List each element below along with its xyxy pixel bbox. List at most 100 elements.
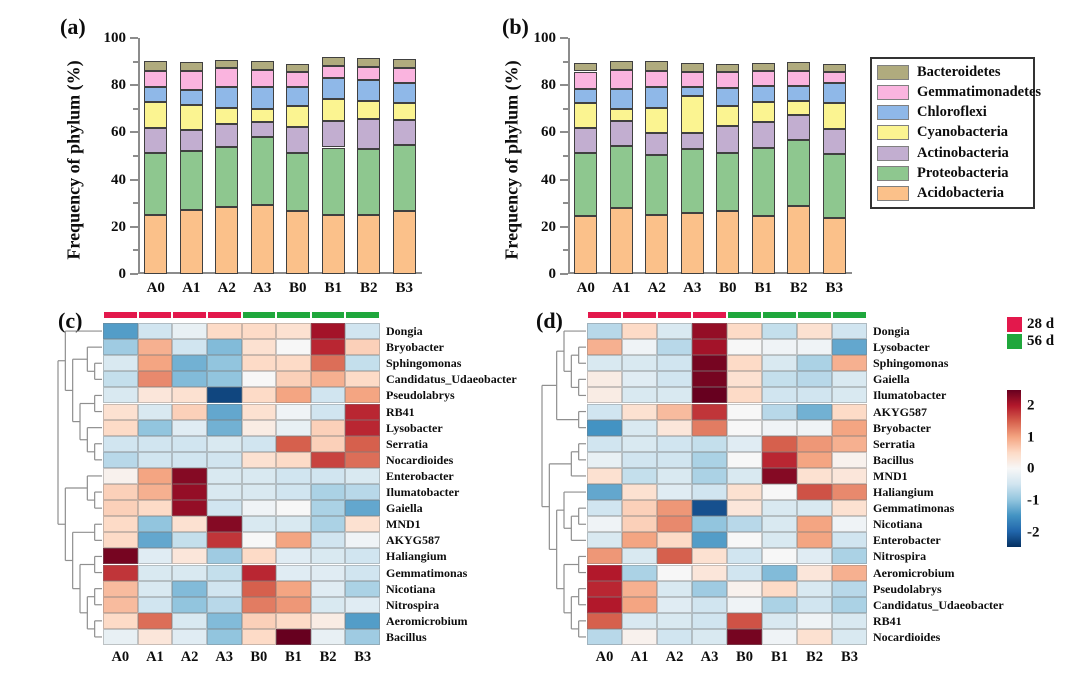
bar-segment-actinobacteria xyxy=(822,129,846,155)
x-axis-category-label: A3 xyxy=(683,280,702,296)
heatmap-cell xyxy=(622,419,657,436)
heatmap-cell xyxy=(692,339,727,356)
bar-segment-gemmatimonadetes xyxy=(787,70,811,86)
heatmap-cell xyxy=(206,419,242,436)
heatmap-cell xyxy=(206,387,242,404)
heatmap-cell xyxy=(206,467,242,484)
bar-segment-acidobacteria xyxy=(716,210,740,274)
heatmap-cell xyxy=(657,548,692,565)
heatmap-cell xyxy=(172,323,207,340)
heatmap-cell xyxy=(832,403,867,420)
heatmap-column-label: A0 xyxy=(111,649,130,665)
bar-segment-bacteroidetes xyxy=(392,59,416,69)
column-group-bar-56d xyxy=(728,312,761,318)
heatmap-row-label: Sphingomonas xyxy=(386,356,462,371)
heatmap-cell xyxy=(206,612,242,629)
heatmap-cell xyxy=(587,419,622,436)
bar-segment-actinobacteria xyxy=(609,120,633,147)
heatmap-row-label: Aeromicrobium xyxy=(386,613,468,628)
heatmap-cell xyxy=(206,548,242,565)
heatmap-cell xyxy=(172,339,207,356)
bar-segment-bacteroidetes xyxy=(215,60,239,69)
heatmap-cell xyxy=(797,387,832,404)
y-axis-tick-label: 20 xyxy=(111,218,126,235)
heatmap-cell xyxy=(832,387,867,404)
heatmap-cell xyxy=(276,419,311,436)
panel-b-plot-area xyxy=(568,38,852,274)
bar-segment-acidobacteria xyxy=(357,215,381,274)
heatmap-cell xyxy=(276,371,311,388)
heatmap-cell xyxy=(310,516,346,533)
column-group-bar-28d xyxy=(173,312,206,318)
heatmap-cell xyxy=(692,467,727,484)
heatmap-cell xyxy=(310,435,346,452)
y-axis-major-tick xyxy=(130,178,138,181)
y-axis-major-tick xyxy=(560,131,568,134)
x-axis-category-label: B2 xyxy=(789,280,808,296)
bar-segment-proteobacteria xyxy=(215,146,239,207)
heatmap-cell xyxy=(762,355,797,372)
heatmap-cell xyxy=(172,628,207,645)
heatmap-cell xyxy=(172,532,207,549)
heatmap-cell xyxy=(832,435,867,452)
bar-segment-chloroflexi xyxy=(609,89,633,110)
bar-segment-gemmatimonadetes xyxy=(392,68,416,83)
column-group-bar-28d xyxy=(658,312,691,318)
heatmap-cell xyxy=(172,516,207,533)
heatmap-cell xyxy=(832,500,867,517)
heatmap-cell xyxy=(206,355,242,372)
heatmap-cell xyxy=(103,580,138,597)
heatmap-cell xyxy=(345,339,380,356)
legend-swatch xyxy=(877,64,909,80)
heatmap-cell xyxy=(832,516,867,533)
column-group-bar-28d xyxy=(138,312,172,318)
time-legend-swatch-28d xyxy=(1007,317,1022,332)
bar-segment-proteobacteria xyxy=(144,153,168,216)
heatmap-cell xyxy=(310,467,346,484)
heatmap-cell xyxy=(310,500,346,517)
heatmap-cell xyxy=(657,339,692,356)
heatmap-cell xyxy=(310,564,346,581)
heatmap-cell xyxy=(206,323,242,340)
column-group-bar-28d xyxy=(588,312,621,318)
heatmap-row-label: Bacillus xyxy=(873,452,914,467)
bar-segment-bacteroidetes xyxy=(680,63,704,72)
bar-segment-cyanobacteria xyxy=(392,103,416,121)
heatmap-cell xyxy=(762,387,797,404)
heatmap-cell xyxy=(727,387,762,404)
heatmap-cell xyxy=(103,564,138,581)
heatmap-cell xyxy=(622,387,657,404)
heatmap-column-label: A2 xyxy=(665,649,684,665)
heatmap-cell xyxy=(762,467,797,484)
heatmap-cell xyxy=(797,500,832,517)
heatmap-cell xyxy=(241,323,277,340)
x-axis-category-label: A2 xyxy=(217,280,236,296)
y-axis-minor-tick xyxy=(563,155,568,157)
panel-d-label: (d) xyxy=(536,308,563,333)
bar-segment-actinobacteria xyxy=(286,126,310,153)
heatmap-column-label: A3 xyxy=(215,649,234,665)
heatmap-cell xyxy=(172,419,207,436)
bar-segment-proteobacteria xyxy=(609,146,633,209)
heatmap-cell xyxy=(727,339,762,356)
panel-a-plot-area xyxy=(138,38,422,274)
legend-item: Gemmatimonadetes xyxy=(877,84,1041,101)
heatmap-row-label: Nitrospira xyxy=(386,597,440,612)
heatmap-cell xyxy=(310,484,346,501)
heatmap-row-label: Bryobacter xyxy=(873,420,931,435)
legend-swatch xyxy=(877,145,909,161)
legend-item: Bacteroidetes xyxy=(877,64,1033,81)
y-axis-major-tick xyxy=(130,84,138,87)
heatmap-cell xyxy=(345,516,380,533)
bar-segment-gemmatimonadetes xyxy=(645,70,669,88)
heatmap-row-label: Lysobacter xyxy=(386,420,443,435)
bar-segment-actinobacteria xyxy=(179,130,203,151)
y-axis-major-tick xyxy=(560,84,568,87)
heatmap-cell xyxy=(172,580,207,597)
heatmap-column-label: B0 xyxy=(736,649,753,665)
heatmap-cell xyxy=(762,403,797,420)
heatmap-cell xyxy=(137,580,173,597)
x-axis-category-label: B3 xyxy=(395,280,413,296)
heatmap-cell xyxy=(310,403,346,420)
bar-segment-gemmatimonadetes xyxy=(609,69,633,90)
